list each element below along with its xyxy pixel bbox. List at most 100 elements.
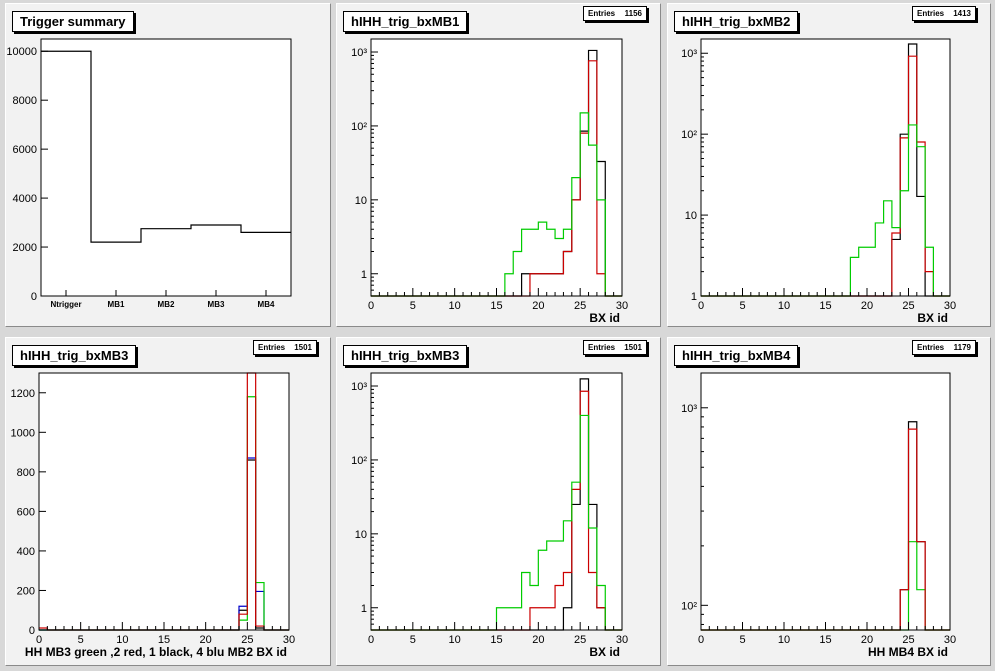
x-tick-label: 5 <box>739 634 745 646</box>
chart-title: hIHH_trig_bxMB3 <box>343 345 468 366</box>
stats-box: Entries 1179 <box>912 340 976 355</box>
x-tick-label: 0 <box>368 300 374 312</box>
chart-title: Trigger summary <box>12 11 134 32</box>
pad-bxmb4: 10² 10³ 0 5 10 15 20 25 30 HH MB4 BX id hIHH_trig… <box>667 337 991 666</box>
x-tick-label: 5 <box>410 634 416 646</box>
stats-label: Entries <box>917 343 945 352</box>
y-tick-label: 2000 <box>13 242 37 254</box>
stats-box: Entries 1501 <box>253 340 317 355</box>
stats-value: 1156 <box>624 9 642 18</box>
y-tick-label: 10³ <box>351 47 367 59</box>
stats-label: Entries <box>588 343 616 352</box>
x-tick-label: 20 <box>861 300 873 312</box>
x-tick-label: 25 <box>241 634 253 646</box>
plot-area <box>371 373 622 630</box>
plot-area <box>371 39 622 296</box>
x-axis-title: BX id <box>589 311 620 325</box>
y-tick-label: 1 <box>361 269 367 281</box>
stats-label: Entries <box>917 9 945 18</box>
pad-bxmb3-linear: 0 200 400 600 800 1000 1200 0 5 10 15 20 25 30 HH MB3 … <box>5 337 331 666</box>
y-tick-label: 800 <box>17 467 35 479</box>
x-tick-label: 30 <box>944 300 956 312</box>
x-tick-label: 20 <box>532 300 544 312</box>
x-tick-label: 25 <box>574 300 586 312</box>
x-tick-label: 10 <box>778 634 790 646</box>
stats-box: Entries 1156 <box>583 6 647 21</box>
pad-bxmb2: 1 10 10² 10³ 0 5 10 15 20 25 30 BX id hIHH_trig_bxM… <box>667 3 991 327</box>
x-tick-label: 5 <box>739 300 745 312</box>
y-tick-label: 10³ <box>681 403 697 415</box>
chart-title: hIHH_trig_bxMB1 <box>343 11 468 32</box>
stats-value: 1179 <box>953 343 971 352</box>
x-tick-label: 5 <box>410 300 416 312</box>
y-tick-label: 200 <box>17 585 35 597</box>
x-tick-label: 20 <box>532 634 544 646</box>
x-tick-label: 5 <box>78 634 84 646</box>
x-axis-title: HH MB3 green ,2 red, 1 black, 4 blu MB2 … <box>25 645 287 659</box>
y-tick-label: 10² <box>351 455 367 467</box>
x-axis-title: BX id <box>917 311 948 325</box>
x-category-label: MB3 <box>208 300 225 309</box>
x-tick-label: 10 <box>116 634 128 646</box>
y-tick-label: 1000 <box>11 427 35 439</box>
stats-value: 1413 <box>953 9 971 18</box>
x-tick-label: 20 <box>861 634 873 646</box>
x-tick-label: 15 <box>490 634 502 646</box>
y-tick-label: 10² <box>681 600 697 612</box>
x-tick-label: 30 <box>616 300 628 312</box>
x-axis-title: BX id <box>589 645 620 659</box>
x-tick-label: 30 <box>944 634 956 646</box>
chart-title: hIHH_trig_bxMB3 <box>12 345 137 366</box>
y-tick-label: 0 <box>29 625 35 637</box>
y-tick-label: 10³ <box>681 48 697 60</box>
pad-bxmb3-log: 1 10 10² 10³ 0 5 10 15 20 25 30 BX id hIHH_trig_bxM… <box>336 337 661 666</box>
stats-value: 1501 <box>294 343 312 352</box>
x-tick-label: 10 <box>778 300 790 312</box>
x-tick-label: 25 <box>902 634 914 646</box>
stats-label: Entries <box>258 343 286 352</box>
x-tick-label: 30 <box>283 634 295 646</box>
pad-bxmb1: 1 10 10² 10³ 0 5 10 15 20 25 30 BX id hIHH_trig_bxM… <box>336 3 661 327</box>
plot-area <box>701 373 950 630</box>
x-tick-label: 25 <box>902 300 914 312</box>
x-tick-label: 30 <box>616 634 628 646</box>
x-tick-label: 15 <box>819 300 831 312</box>
x-category-label: MB2 <box>158 300 175 309</box>
stats-box: Entries 1501 <box>583 340 647 355</box>
x-tick-label: 0 <box>36 634 42 646</box>
y-tick-label: 6000 <box>13 144 37 156</box>
y-tick-label: 10000 <box>6 46 37 58</box>
x-tick-label: 0 <box>698 634 704 646</box>
stats-box: Entries 1413 <box>912 6 976 21</box>
plot-area <box>701 39 950 296</box>
y-tick-label: 10² <box>681 129 697 141</box>
x-tick-label: 15 <box>819 634 831 646</box>
x-category-label: MB1 <box>108 300 125 309</box>
y-tick-label: 600 <box>17 506 35 518</box>
y-tick-label: 4000 <box>13 193 37 205</box>
y-tick-label: 1 <box>361 603 367 615</box>
plot-area <box>41 39 291 296</box>
x-tick-label: 25 <box>574 634 586 646</box>
x-category-label: Ntrigger <box>50 300 81 309</box>
x-tick-label: 20 <box>200 634 212 646</box>
x-tick-label: 10 <box>449 634 461 646</box>
x-axis-title: HH MB4 BX id <box>868 645 948 659</box>
y-tick-label: 0 <box>31 291 37 303</box>
y-tick-label: 10² <box>351 121 367 133</box>
histogram-series-1 <box>41 50 291 243</box>
y-tick-label: 8000 <box>13 95 37 107</box>
stats-value: 1501 <box>624 343 642 352</box>
x-category-label: MB4 <box>258 300 275 309</box>
y-tick-label: 10 <box>355 529 367 541</box>
chart-title: hIHH_trig_bxMB2 <box>674 11 799 32</box>
plot-area <box>39 373 289 630</box>
x-tick-label: 15 <box>490 300 502 312</box>
y-tick-label: 10 <box>355 195 367 207</box>
